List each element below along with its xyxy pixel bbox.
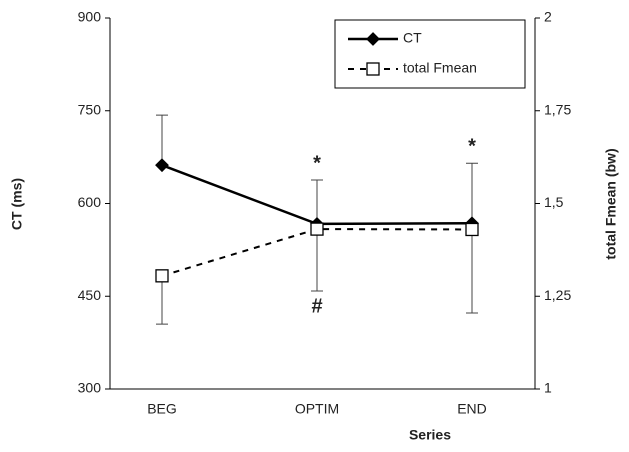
- legend-label: total Fmean: [403, 60, 477, 76]
- annotation: #: [311, 295, 322, 317]
- point: [155, 269, 169, 283]
- error-bar: [156, 275, 168, 325]
- x-tick-label: END: [457, 401, 487, 417]
- legend-label: CT: [403, 30, 422, 46]
- legend-box: [334, 19, 526, 89]
- annotation: *: [468, 136, 476, 158]
- y2-tick-label: 2: [544, 9, 552, 25]
- error-bar: [311, 179, 323, 224]
- error-bar: [466, 229, 478, 314]
- y2-tick-label: 1,5: [544, 194, 564, 210]
- legend-marker: [366, 32, 380, 46]
- point: [465, 222, 479, 237]
- x-axis-label: Series: [409, 427, 451, 443]
- y2-axis-label: total Fmean (bw): [603, 148, 619, 259]
- y-tick-label: 600: [78, 194, 102, 210]
- y-axis-label: CT (ms): [9, 178, 25, 230]
- point: [310, 222, 324, 236]
- y-tick-label: 300: [78, 380, 102, 396]
- legend-marker: [366, 62, 380, 76]
- y-tick-label: 450: [78, 287, 102, 303]
- y2-tick-label: 1: [544, 380, 552, 396]
- error-bar: [156, 114, 168, 166]
- point: [155, 158, 169, 173]
- y-tick-label: 900: [78, 9, 102, 25]
- error-bar: [311, 229, 323, 292]
- y-tick-label: 750: [78, 101, 102, 117]
- x-tick-label: BEG: [147, 401, 177, 417]
- annotation: *: [313, 152, 321, 174]
- x-tick-label: OPTIM: [295, 401, 339, 417]
- error-bar: [466, 162, 478, 224]
- y2-tick-label: 1,75: [544, 101, 571, 117]
- y2-tick-label: 1,25: [544, 287, 571, 303]
